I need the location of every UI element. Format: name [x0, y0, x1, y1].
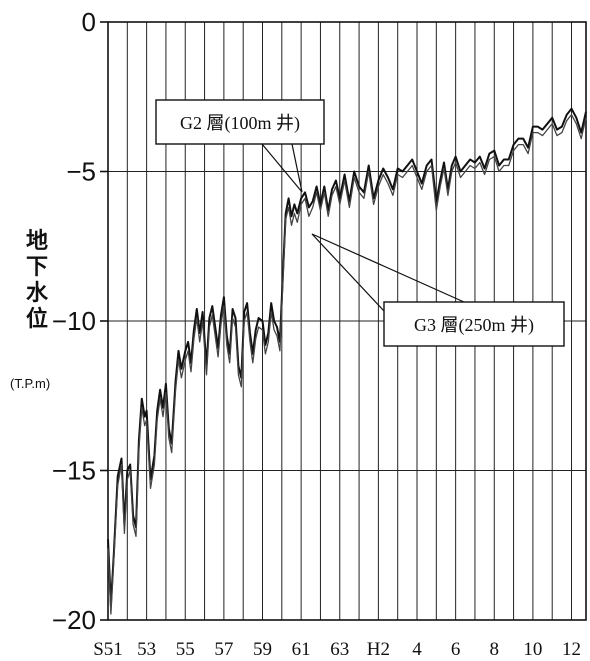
x-axis-ticks: S51 53 55 57 59 61 63 H2 4 6 8 10 12: [93, 639, 581, 660]
x-tick-label: 63: [330, 639, 349, 660]
y-axis-label: 地 下 水 位 (T.P.m): [10, 229, 50, 391]
y-axis-ticks: 0 −5 −10 −15 −20: [52, 7, 108, 635]
x-tick-label: 59: [253, 639, 272, 660]
y-axis-unit: (T.P.m): [10, 376, 50, 391]
series-label-g2: G2 層(100m 井): [180, 113, 300, 134]
y-axis-label-char-2: 下: [26, 255, 48, 280]
y-tick-label: 0: [82, 7, 96, 37]
x-tick-label: 53: [137, 639, 156, 660]
callout-g3-leader: [311, 233, 385, 312]
callout-g2: G2 層(100m 井): [155, 99, 325, 193]
x-tick-label: 61: [292, 639, 311, 660]
x-tick-label: S51: [93, 639, 123, 660]
y-axis-label-char-4: 位: [26, 306, 48, 332]
x-tick-label: 10: [523, 639, 542, 660]
callout-g3: G3 層(250m 井): [311, 233, 565, 347]
y-tick-label: −20: [52, 605, 96, 635]
data-series: [107, 107, 587, 615]
y-axis-label-char-1: 地: [26, 229, 48, 254]
y-axis-label-char-3: 水: [26, 281, 49, 306]
x-tick-label: H2: [367, 639, 390, 660]
x-tick-label: 12: [562, 639, 581, 660]
y-tick-label: −15: [52, 456, 96, 486]
x-tick-label: 4: [412, 639, 422, 660]
callout-g3-leader: [311, 233, 465, 303]
x-tick-label: 57: [214, 639, 233, 660]
series-line-g3: [107, 114, 587, 615]
x-tick-label: 55: [176, 639, 195, 660]
callout-g3-box: [383, 301, 565, 347]
x-tick-label: 6: [451, 639, 461, 660]
series-line-g2: [107, 107, 587, 606]
y-tick-label: −10: [52, 306, 96, 336]
x-tick-label: 8: [490, 639, 500, 660]
callout-g2-box: [155, 99, 325, 145]
callout-g2-leader: [261, 143, 303, 193]
series-label-g3: G3 層(250m 井): [414, 315, 534, 336]
y-tick-label: −5: [66, 157, 96, 187]
callout-g2-leader: [291, 143, 303, 193]
